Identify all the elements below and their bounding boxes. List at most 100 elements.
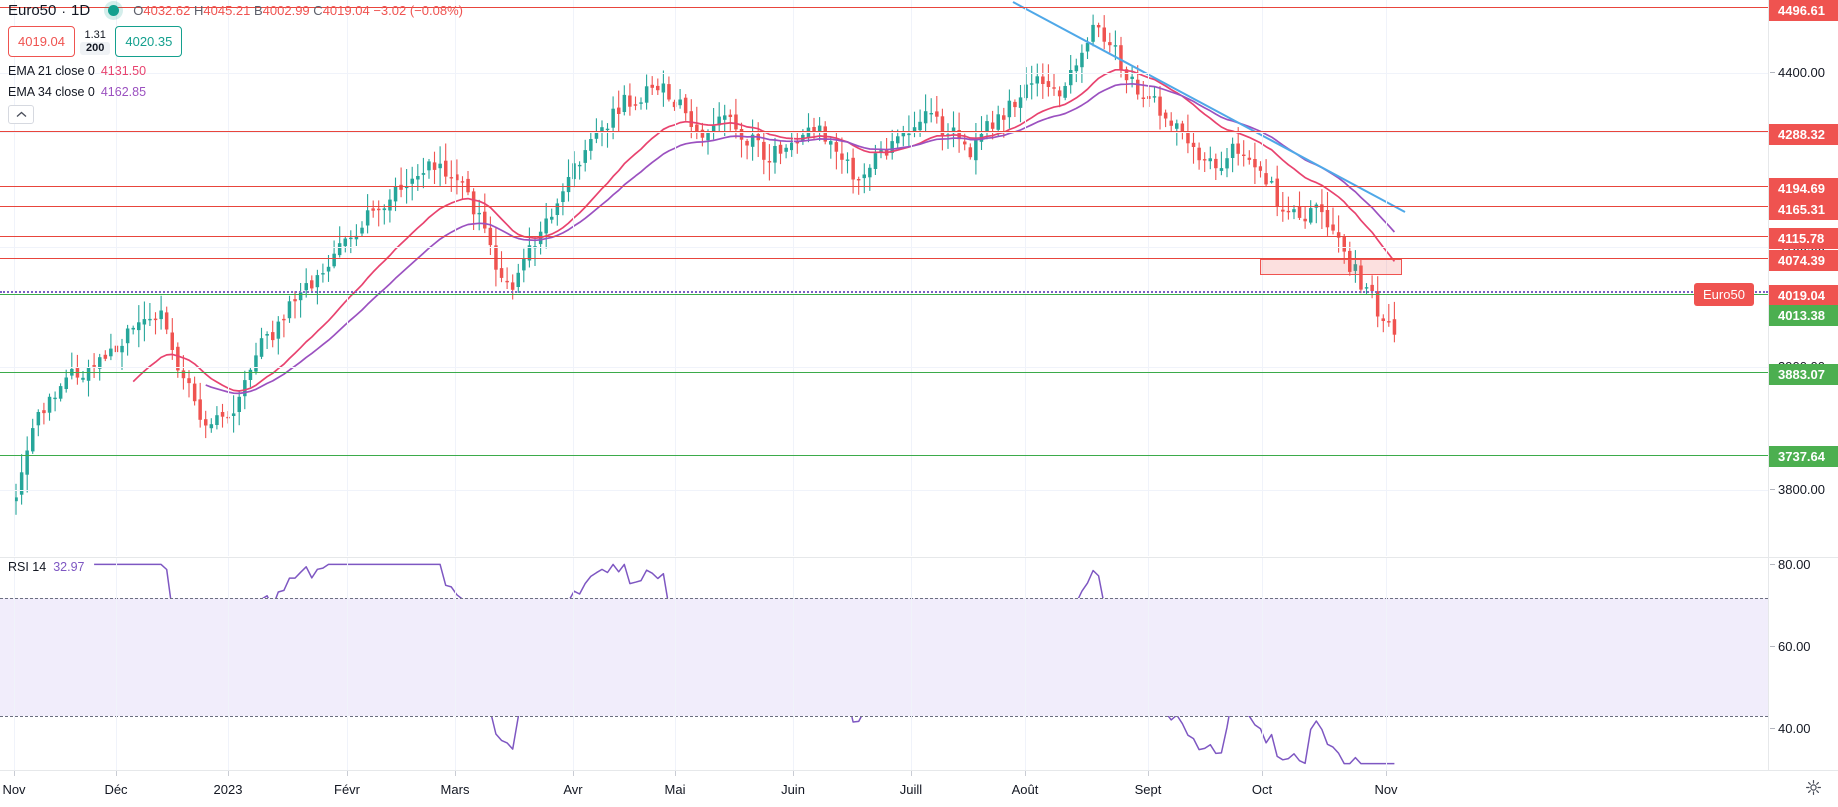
time-scale[interactable]: Nov Déc 2023 Févr Mars Avr Mai Juin Juill Août Sep…: [0, 770, 1838, 807]
time-axis-tick: [116, 771, 117, 776]
price-badge-4013-38[interactable]: 4013.38: [1768, 305, 1838, 326]
time-axis-label: Sept: [1134, 782, 1162, 797]
gear-icon[interactable]: [1806, 780, 1821, 800]
rsi-overbought-line: [0, 598, 1768, 599]
time-axis-tick: [1262, 771, 1263, 776]
indicator-row-ema34[interactable]: EMA 34 close 0 4162.85: [8, 85, 463, 99]
price-axis-tick: 4400.00: [1770, 66, 1825, 80]
rsi-band-fill: [0, 598, 1768, 716]
legend-separator: ·: [61, 2, 67, 19]
ohlc-values: O4032.62 H4045.21 B4002.99 C4019.04 −3.0…: [133, 3, 463, 18]
price-badge-4074-39[interactable]: 4074.39: [1768, 250, 1838, 271]
gridline-v: [347, 0, 348, 556]
pane-divider[interactable]: [0, 557, 1838, 558]
gridline-v: [1025, 0, 1026, 556]
gridline-h: [0, 73, 1768, 74]
rsi-axis-tick: 60.00: [1770, 640, 1811, 654]
price-axis-tick: 3800.00: [1770, 483, 1825, 497]
symbol-price-tag[interactable]: Euro50: [1694, 283, 1754, 306]
gridline-v: [675, 558, 676, 770]
symbol-name[interactable]: Euro50: [8, 2, 57, 19]
price-badge-4115-78[interactable]: 4115.78: [1768, 228, 1838, 249]
time-axis-label: Juill: [899, 782, 923, 797]
supply-zone-rect[interactable]: [1260, 259, 1402, 275]
price-badge-3883-07[interactable]: 3883.07: [1768, 364, 1838, 385]
chevron-up-icon[interactable]: [8, 105, 34, 124]
level-line-4288[interactable]: [0, 131, 1768, 132]
spread-qty[interactable]: 200: [80, 41, 111, 55]
level-line-4115[interactable]: [0, 236, 1768, 237]
level-line-4496[interactable]: [0, 7, 1768, 8]
price-badge-4194-69[interactable]: 4194.69: [1768, 178, 1838, 199]
price-scale[interactable]: 4400.004200.004100.003900.003800.004496.…: [1768, 0, 1838, 556]
gridline-h: [0, 490, 1768, 491]
price-badge-4496-61[interactable]: 4496.61: [1768, 0, 1838, 21]
rsi-legend-value: 32.97: [53, 560, 85, 574]
ohlc-change-percent: (−0.08%): [409, 3, 463, 18]
indicator-value-ema21: 4131.50: [100, 64, 147, 78]
gridline-v: [911, 0, 912, 556]
bid-ask-row: 4019.04 1.31 200 4020.35: [8, 26, 463, 57]
ohlc-open-key: O: [133, 3, 144, 18]
gridline-h: [0, 367, 1768, 368]
gridline-v: [573, 0, 574, 556]
price-badge-4019-04[interactable]: 4019.04: [1768, 285, 1838, 306]
spread-value: 1.31: [84, 28, 106, 41]
price-badge-3737-64[interactable]: 3737.64: [1768, 446, 1838, 467]
gridline-v: [228, 558, 229, 770]
time-axis-label: Févr: [334, 782, 360, 797]
gridline-v: [1148, 558, 1149, 770]
time-axis-tick: [1386, 771, 1387, 776]
indicator-name-ema34: EMA 34 close 0: [8, 85, 95, 99]
ohlc-close-key: C: [313, 3, 323, 18]
gridline-v: [573, 558, 574, 770]
price-chart-pane[interactable]: Euro50 · 1D O4032.62 H4045.21 B4002.99 C…: [0, 0, 1768, 556]
time-axis-label: Nov: [1374, 782, 1398, 797]
indicator-row-ema21[interactable]: EMA 21 close 0 4131.50: [8, 64, 463, 78]
rsi-legend-name: RSI 14: [8, 560, 47, 574]
ohlc-change: −3.02: [373, 3, 407, 18]
level-line-3737[interactable]: [0, 455, 1768, 456]
price-badge-4288-32[interactable]: 4288.32: [1768, 124, 1838, 145]
level-line-4074[interactable]: [0, 258, 1768, 259]
time-axis-tick: [1025, 771, 1026, 776]
bid-button[interactable]: 4019.04: [8, 26, 75, 57]
ohlc-open-value: 4032.62: [143, 3, 191, 18]
time-axis-label: Oct: [1251, 782, 1273, 797]
level-line-4165[interactable]: [0, 206, 1768, 207]
time-axis-tick: [228, 771, 229, 776]
chart-legend: Euro50 · 1D O4032.62 H4045.21 B4002.99 C…: [8, 2, 463, 124]
gridline-v: [1148, 0, 1149, 556]
gridline-v: [455, 0, 456, 556]
timeframe-label[interactable]: 1D: [71, 2, 91, 19]
gridline-v: [911, 558, 912, 770]
gridline-v: [1386, 558, 1387, 770]
price-badge-4165-31[interactable]: 4165.31: [1768, 199, 1838, 220]
level-line-4013[interactable]: [0, 294, 1768, 295]
ohlc-close-value: 4019.04: [322, 3, 370, 18]
ohlc-low-key: B: [254, 3, 263, 18]
level-line-3883[interactable]: [0, 372, 1768, 373]
gridline-v: [1262, 558, 1263, 770]
rsi-scale[interactable]: 80.00 60.00 40.00: [1768, 558, 1838, 770]
time-axis-tick: [793, 771, 794, 776]
time-axis-label: Août: [1011, 782, 1039, 797]
rsi-axis-tick: 80.00: [1770, 558, 1811, 572]
level-line-4194[interactable]: [0, 186, 1768, 187]
spread-widget: 1.31 200: [80, 26, 111, 57]
legend-title-row: Euro50 · 1D O4032.62 H4045.21 B4002.99 C…: [8, 2, 463, 19]
gridline-v: [347, 558, 348, 770]
ask-button[interactable]: 4020.35: [115, 26, 183, 57]
time-axis-tick: [347, 771, 348, 776]
gridline-h: [0, 132, 1768, 133]
gridline-v: [14, 558, 15, 770]
time-axis-label: Nov: [2, 782, 26, 797]
rsi-legend[interactable]: RSI 14 32.97: [8, 560, 85, 574]
time-axis-tick: [14, 771, 15, 776]
rsi-oversold-line: [0, 716, 1768, 717]
rsi-pane[interactable]: RSI 14 32.97: [0, 558, 1768, 770]
time-axis-label: Déc: [104, 782, 128, 797]
ohlc-high-key: H: [193, 3, 204, 18]
gridline-v: [228, 0, 229, 556]
time-axis-label: 2023: [213, 782, 243, 797]
